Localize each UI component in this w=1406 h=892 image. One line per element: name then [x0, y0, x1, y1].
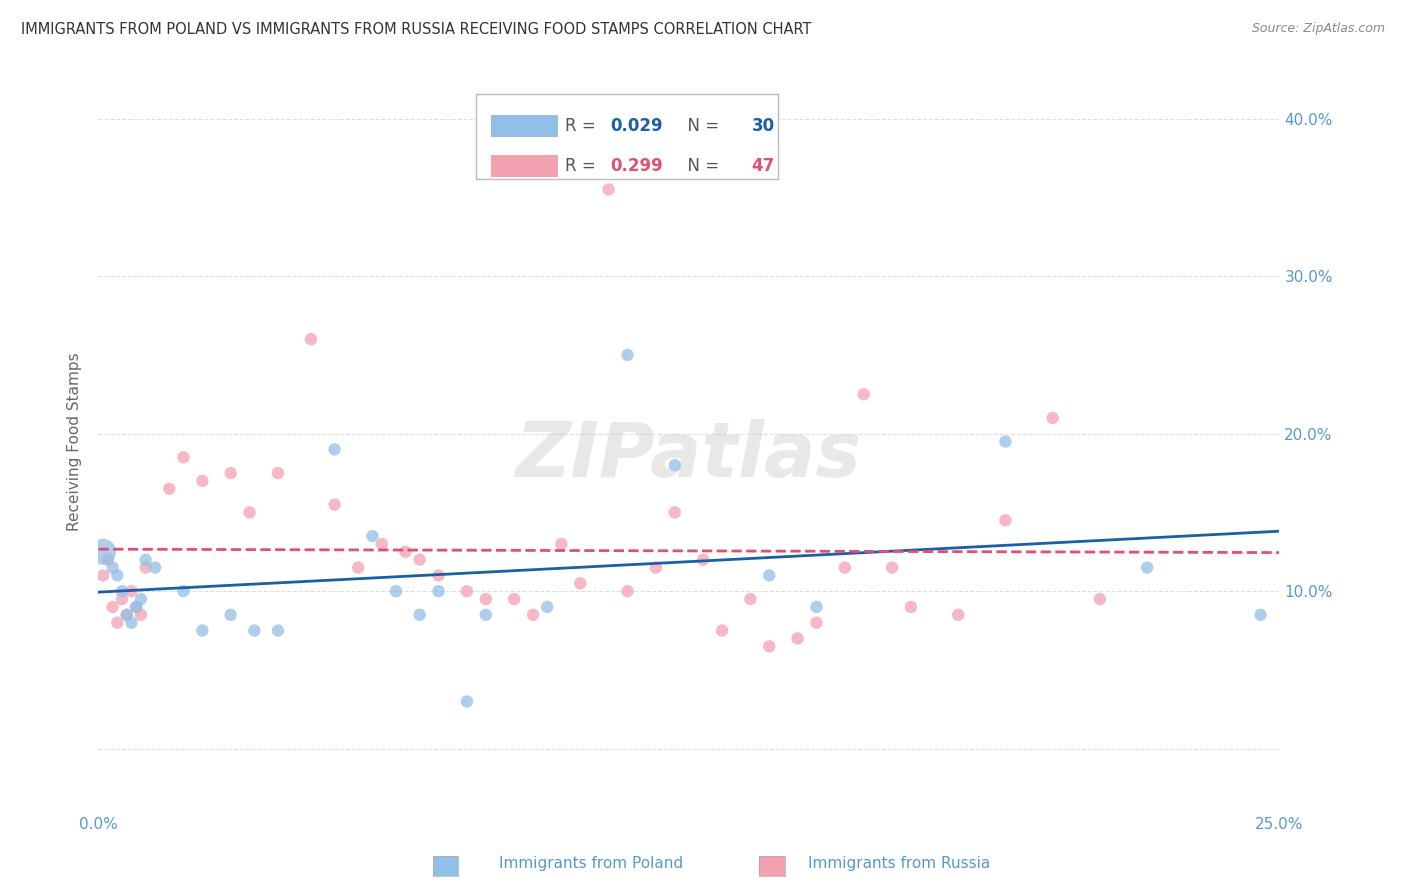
Point	[323, 498, 346, 512]
Point	[97, 552, 120, 566]
Point	[129, 592, 152, 607]
Point	[852, 387, 875, 401]
Point	[456, 694, 478, 708]
Point	[143, 560, 166, 574]
Point	[427, 568, 450, 582]
Text: Immigrants from Poland: Immigrants from Poland	[499, 856, 683, 871]
Text: R =: R =	[565, 117, 600, 135]
Point	[616, 348, 638, 362]
Point	[644, 560, 666, 574]
Point	[427, 584, 450, 599]
Point	[385, 584, 408, 599]
Point	[1042, 411, 1064, 425]
Point	[664, 505, 686, 519]
Point	[408, 607, 430, 622]
Text: R =: R =	[565, 157, 600, 175]
Point	[569, 576, 592, 591]
Point	[408, 552, 430, 566]
Text: 30: 30	[752, 117, 775, 135]
Point	[598, 182, 620, 196]
Point	[243, 624, 266, 638]
Point	[101, 599, 124, 614]
Text: Immigrants from Russia: Immigrants from Russia	[808, 856, 991, 871]
Text: 0.029: 0.029	[610, 117, 662, 135]
Point	[880, 560, 903, 574]
Point	[1250, 607, 1272, 622]
Point	[806, 615, 828, 630]
FancyBboxPatch shape	[491, 154, 558, 178]
Point	[758, 568, 780, 582]
Point	[115, 607, 138, 622]
Point	[219, 607, 242, 622]
Point	[550, 537, 572, 551]
Point	[125, 599, 148, 614]
Point	[125, 599, 148, 614]
Point	[91, 545, 114, 559]
Text: N =: N =	[678, 157, 724, 175]
Point	[129, 607, 152, 622]
Point	[323, 442, 346, 457]
Text: IMMIGRANTS FROM POLAND VS IMMIGRANTS FROM RUSSIA RECEIVING FOOD STAMPS CORRELATI: IMMIGRANTS FROM POLAND VS IMMIGRANTS FRO…	[21, 22, 811, 37]
Point	[1088, 592, 1111, 607]
Point	[172, 450, 194, 465]
Point	[191, 624, 214, 638]
Point	[692, 552, 714, 566]
Point	[111, 592, 134, 607]
Point	[135, 552, 157, 566]
FancyBboxPatch shape	[477, 94, 778, 178]
Point	[664, 458, 686, 472]
Point	[121, 584, 143, 599]
Point	[475, 607, 498, 622]
Point	[121, 615, 143, 630]
Point	[135, 560, 157, 574]
Point	[1136, 560, 1159, 574]
Point	[616, 584, 638, 599]
Point	[522, 607, 544, 622]
Point	[267, 624, 290, 638]
Point	[536, 599, 558, 614]
Point	[475, 592, 498, 607]
Point	[91, 568, 114, 582]
Point	[900, 599, 922, 614]
Point	[172, 584, 194, 599]
Point	[111, 584, 134, 599]
Point	[105, 615, 128, 630]
Point	[299, 332, 322, 346]
Point	[994, 434, 1017, 449]
Point	[361, 529, 384, 543]
Point	[101, 560, 124, 574]
Point	[948, 607, 970, 622]
Point	[239, 505, 262, 519]
Point	[105, 568, 128, 582]
Text: ZIPatlas: ZIPatlas	[516, 419, 862, 493]
Point	[994, 513, 1017, 527]
Point	[347, 560, 370, 574]
Text: N =: N =	[678, 117, 724, 135]
Point	[786, 632, 808, 646]
Point	[157, 482, 180, 496]
Point	[371, 537, 394, 551]
Point	[834, 560, 856, 574]
Point	[711, 624, 734, 638]
Point	[806, 599, 828, 614]
Point	[758, 640, 780, 654]
Text: 0.299: 0.299	[610, 157, 662, 175]
Text: Source: ZipAtlas.com: Source: ZipAtlas.com	[1251, 22, 1385, 36]
FancyBboxPatch shape	[491, 115, 558, 137]
Text: 47: 47	[752, 157, 775, 175]
Point	[456, 584, 478, 599]
Point	[219, 466, 242, 480]
Point	[115, 607, 138, 622]
Point	[267, 466, 290, 480]
Point	[394, 545, 416, 559]
Point	[740, 592, 762, 607]
Point	[503, 592, 526, 607]
Point	[191, 474, 214, 488]
Y-axis label: Receiving Food Stamps: Receiving Food Stamps	[67, 352, 83, 531]
